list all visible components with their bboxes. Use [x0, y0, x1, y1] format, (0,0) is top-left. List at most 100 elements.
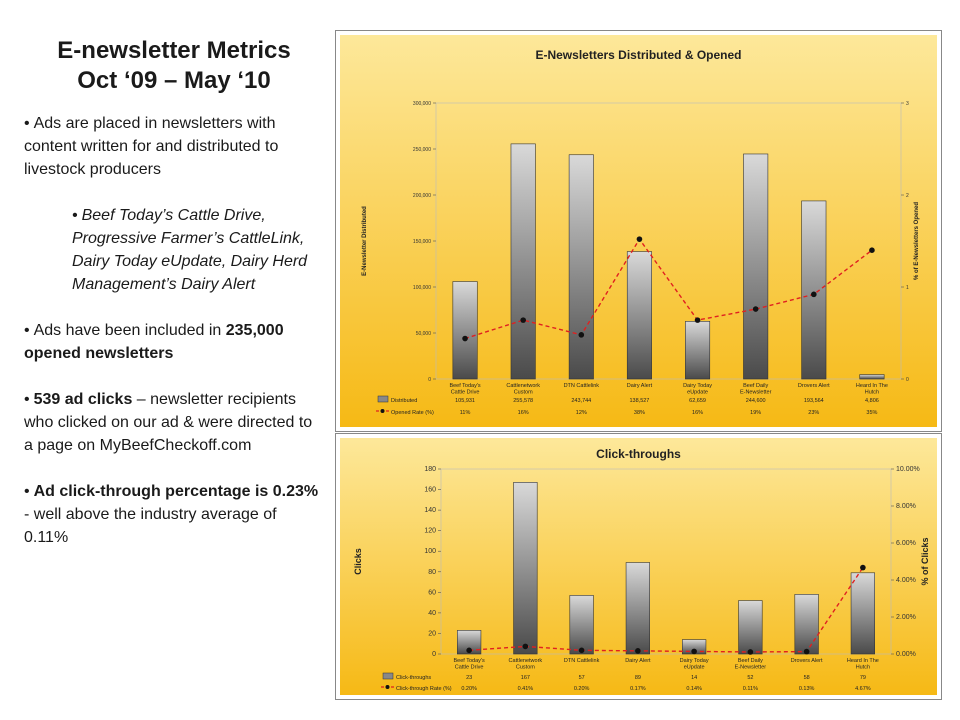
table-value-line-6: 0.11% — [743, 686, 758, 692]
rate-point-2 — [520, 317, 526, 323]
bar-1 — [457, 630, 482, 655]
legend-bar-name: Click-throughs — [396, 675, 431, 681]
table-value-line-2: 0.41% — [518, 686, 534, 692]
x-tick-label-4: Dairy Alert — [625, 658, 651, 664]
table-value-bar-7: 193,564 — [804, 398, 824, 404]
table-value-bar-2: 255,578 — [513, 398, 533, 404]
rate-point-6 — [752, 306, 759, 312]
rate-point-5 — [691, 648, 697, 655]
y2-tick-label: 3 — [906, 101, 909, 107]
chart-click-throughs: Click-throughs 0 20 40 60 80 100 120 140 160 180 0.… — [335, 433, 942, 700]
y-tick-label: 0 — [428, 377, 431, 383]
x-tick-label-1: Beef Today's Cattle Drive — [454, 658, 485, 671]
x-tick-label-6: Beef Daily E-Newsletter — [740, 383, 772, 396]
x-tick-label-5: Dairy Today eUpdate — [683, 383, 712, 396]
y2-tick-label: 2 — [906, 193, 909, 199]
y-tick-label: 150,000 — [413, 239, 431, 245]
plot-area — [440, 468, 892, 655]
bar-8 — [859, 374, 885, 380]
rate-point-4 — [635, 648, 641, 654]
y2-axis-label: % of Clicks — [920, 537, 930, 585]
bullet-click-through: • Ad click-through percentage is 0.23% - … — [24, 483, 319, 546]
y-tick-label: 80 — [428, 569, 436, 576]
table-value-bar-1: 105,931 — [455, 398, 475, 404]
y2-tick-label: 2.00% — [896, 614, 916, 621]
y2-tick-label: 1 — [906, 285, 909, 291]
bar-5 — [685, 321, 711, 380]
bar-1 — [452, 281, 478, 380]
rate-point-7 — [803, 648, 810, 655]
y-tick-label: 140 — [424, 507, 436, 514]
table-value-line-1: 11% — [460, 410, 471, 416]
legend-swatch-dot — [380, 409, 385, 413]
x-tick-label-8: Heard In The Hutch — [847, 658, 879, 671]
table-value-bar-8: 4,806 — [865, 398, 879, 404]
table-value-line-1: 0.20% — [461, 686, 477, 692]
bar-2 — [513, 482, 538, 655]
table-value-bar-5: 14 — [691, 675, 697, 681]
table-value-line-8: 4.67% — [855, 686, 871, 692]
table-value-bar-6: 52 — [747, 675, 753, 681]
bullet-ads-placed: • Ads are placed in newsletters with cont… — [24, 115, 279, 178]
y-tick-label: 160 — [424, 487, 436, 494]
x-tick-label-1: Beef Today's Cattle Drive — [449, 383, 480, 396]
bullet-newsletter-names: • Beef Today’s Cattle Drive, Progressive … — [72, 207, 308, 293]
bar-4 — [625, 562, 650, 655]
table-value-bar-2: 167 — [521, 675, 530, 681]
chart-title: Click-throughs — [596, 447, 681, 461]
text-panel: E-newsletter Metrics Oct ‘09 – May ‘10 •… — [24, 36, 324, 572]
x-tick-label-2: Cattlenetwork Custom — [509, 658, 543, 671]
y-tick-label: 250,000 — [413, 147, 431, 153]
bar-7 — [794, 594, 819, 655]
rate-point-7 — [811, 291, 817, 298]
table-value-line-7: 23% — [808, 410, 819, 416]
table-value-line-4: 38% — [634, 410, 645, 416]
y-tick-label: 20 — [428, 630, 436, 637]
x-tick-label-6: Beef Daily E-Newsletter — [735, 658, 767, 671]
y2-tick-label: 6.00% — [896, 540, 916, 547]
rate-point-2 — [522, 643, 529, 650]
y-tick-label: 200,000 — [413, 193, 431, 199]
y-tick-label: 120 — [424, 528, 436, 535]
legend-swatch-dot — [385, 685, 390, 689]
table-value-bar-3: 57 — [579, 675, 585, 681]
bar-4 — [626, 251, 652, 380]
rate-point-1 — [466, 647, 472, 654]
bar-6 — [743, 153, 769, 380]
table-value-bar-6: 244,600 — [746, 398, 766, 404]
y2-tick-label: 4.00% — [896, 577, 916, 584]
rate-point-8 — [860, 564, 866, 571]
legend-line-name: Click-through Rate (%) — [396, 686, 452, 692]
bar-7 — [801, 200, 827, 380]
table-value-bar-8: 79 — [860, 675, 866, 681]
table-value-line-3: 12% — [576, 410, 587, 416]
chart-distributed-opened: E-Newsletters Distributed & Opened 0 50,00… — [335, 30, 942, 432]
x-tick-label-7: Drovers Alert — [791, 658, 823, 664]
table-value-bar-7: 58 — [804, 675, 810, 681]
table-value-line-6: 19% — [750, 410, 761, 416]
bullet-list: • Ads are placed in newsletters with cont… — [24, 112, 324, 549]
y2-tick-label: 10.00% — [896, 466, 920, 473]
rate-point-5 — [694, 317, 701, 323]
bar-3 — [568, 154, 594, 380]
legend-swatch-bar — [382, 672, 394, 680]
y-tick-label: 0 — [432, 651, 436, 658]
table-value-line-5: 0.14% — [686, 686, 702, 692]
y2-tick-label: 0.00% — [896, 651, 916, 658]
chart-distributed-opened-svg: E-Newsletters Distributed & Opened 0 50,00… — [340, 35, 937, 427]
y-tick-label: 60 — [428, 589, 436, 596]
table-value-line-4: 0.17% — [630, 686, 646, 692]
x-tick-label-3: DTN Cattlelink — [564, 383, 600, 389]
title-line-1: E-newsletter Metrics — [57, 37, 291, 64]
rate-point-4 — [636, 236, 643, 242]
legend-bar-name: Distributed — [391, 398, 417, 404]
title-line-2: Oct ‘09 – May ‘10 — [77, 67, 271, 94]
table-value-line-5: 16% — [692, 410, 703, 416]
rate-line — [469, 567, 864, 653]
table-value-line-2: 16% — [518, 410, 529, 416]
y-axis-label: Clicks — [353, 548, 363, 575]
rate-point-8 — [869, 247, 875, 253]
rate-point-6 — [747, 649, 754, 655]
y-tick-label: 180 — [424, 466, 436, 473]
x-tick-label-2: Cattlenetwork Custom — [506, 383, 540, 396]
